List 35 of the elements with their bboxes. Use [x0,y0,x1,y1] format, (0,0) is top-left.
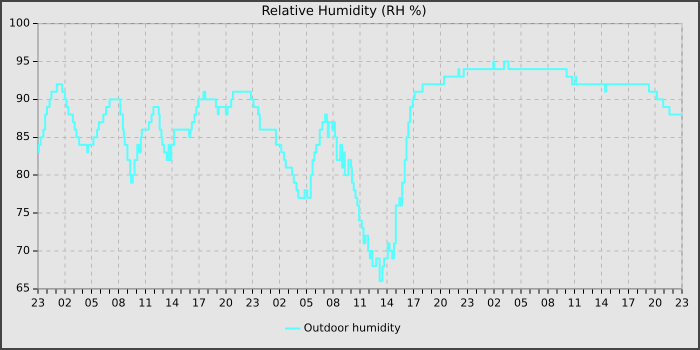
x-tick-label: 14 [594,296,608,310]
x-tick-label: 23 [675,296,689,310]
x-tick-label: 23 [30,296,45,310]
x-tick-label: 05 [84,296,99,310]
x-tick-label: 11 [568,296,582,310]
x-tick-label: 02 [272,296,286,310]
y-tick-label: 70 [16,244,30,257]
y-tick-label: 75 [16,206,30,219]
x-tick-label: 17 [192,296,206,310]
y-tick-label: 90 [16,92,30,106]
x-tick-label: 20 [218,296,233,310]
x-tick-label: 02 [58,296,72,310]
y-tick-label: 65 [16,282,30,295]
chart-title: Relative Humidity (RH %) [261,4,427,20]
y-tick-label: 95 [16,54,30,68]
x-tick-label: 23 [460,296,474,310]
y-tick-label: 100 [8,16,30,30]
x-tick-label: 14 [165,296,180,310]
x-tick-label: 23 [246,296,260,310]
x-tick-label: 20 [434,296,448,310]
x-tick-label: 17 [406,296,421,310]
x-tick-label: 08 [111,296,126,310]
x-tick-label: 17 [621,296,636,310]
x-tick-label: 14 [380,296,394,310]
x-tick-label: 08 [326,296,340,310]
x-tick-label: 05 [514,296,528,310]
y-tick-label: 80 [16,168,30,181]
x-tick-label: 08 [540,296,555,310]
x-tick-label: 20 [648,296,662,310]
x-tick-label: 11 [353,296,367,310]
legend-label: Outdoor humidity [304,321,402,334]
x-tick-label: 02 [487,296,502,310]
x-tick-label: 05 [299,296,314,310]
y-tick-label: 85 [16,130,30,144]
x-tick-label: 11 [138,296,152,310]
